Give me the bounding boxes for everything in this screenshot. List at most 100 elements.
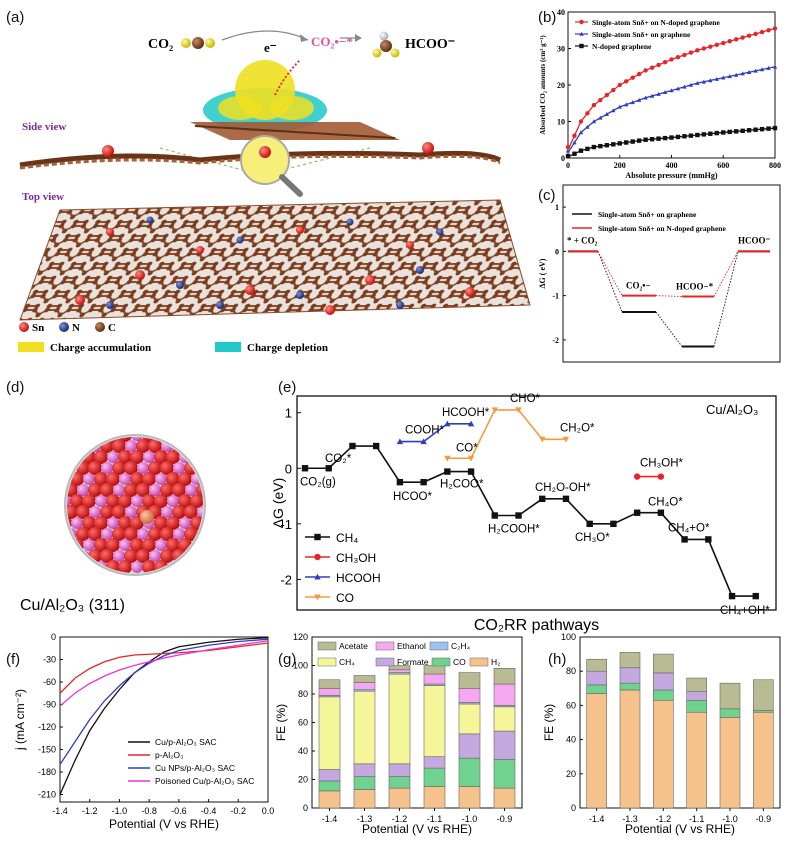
- data-point: [539, 436, 546, 443]
- panel-f-letter: (f): [6, 651, 20, 668]
- al-atom: [149, 550, 161, 562]
- co2-molecule: [181, 37, 215, 49]
- data-point: [420, 438, 427, 445]
- data-point: [688, 50, 694, 55]
- bar-segment: [318, 780, 341, 792]
- x-tick-label: -0.2: [231, 806, 247, 816]
- al-atom: [125, 506, 137, 518]
- o-atom: [184, 505, 198, 519]
- data-point: [643, 95, 648, 100]
- o-atom: [67, 439, 78, 453]
- al-atom: [67, 561, 71, 573]
- o-atom: [208, 439, 222, 453]
- o-atom: [88, 461, 102, 475]
- o-atom: [166, 538, 180, 552]
- connector: [713, 251, 739, 347]
- data-point: [695, 48, 700, 53]
- x-axis-label: Absolute pressure (mmHg): [625, 171, 717, 180]
- state-label: HCOO⁻: [738, 235, 771, 245]
- data-point: [701, 79, 707, 84]
- bar-segment: [353, 776, 376, 790]
- o-atom: [160, 461, 174, 475]
- bar-segment: [493, 683, 516, 706]
- bar-segment: [619, 682, 641, 691]
- al-atom: [71, 517, 83, 529]
- al-atom: [67, 437, 71, 441]
- al-atom: [203, 561, 215, 573]
- al-atom: [131, 561, 143, 573]
- al-atom: [185, 484, 197, 496]
- formate-label: HCOO⁻: [405, 37, 455, 52]
- data-point: [688, 133, 694, 138]
- y-axis-label: ΔG (eV): [270, 478, 286, 529]
- data-point: [572, 140, 577, 145]
- data-point: [604, 143, 610, 148]
- x-tick-label: -1.0: [112, 806, 128, 816]
- o-atom: [70, 494, 84, 508]
- legend-label: Single-atom Snδ+ on graphene: [598, 210, 697, 219]
- bar-segment: [619, 652, 641, 669]
- y-tick-label: 40: [557, 8, 565, 17]
- data-point: [578, 130, 584, 135]
- legend-label: N-doped graphene: [592, 42, 652, 51]
- y-tick-label: 60: [298, 718, 308, 728]
- o-atom: [82, 437, 96, 442]
- bar-segment: [388, 673, 411, 765]
- x-tick-label: 0.0: [262, 806, 275, 816]
- data-point: [721, 40, 726, 46]
- data-point: [636, 71, 642, 77]
- data-point: [656, 91, 661, 96]
- legend-label: H₂: [491, 657, 500, 667]
- bar-segment: [458, 703, 481, 735]
- bar-segment: [388, 763, 411, 777]
- o-atom: [82, 516, 96, 530]
- panel-h-letter: (h): [548, 651, 566, 668]
- bar-segment: [586, 684, 607, 694]
- y-tick-label: -150: [38, 745, 56, 755]
- legend-swatch: [431, 657, 451, 667]
- data-point: [753, 68, 758, 73]
- y-tick-label: 1: [555, 203, 559, 212]
- al-atom: [203, 429, 215, 441]
- data-point: [746, 70, 752, 74]
- plot-frame: [579, 636, 781, 809]
- bar-segment: [653, 653, 674, 674]
- upper-graphene-strip: [190, 122, 400, 140]
- data-point: [491, 512, 498, 519]
- legend-marker: [314, 594, 321, 601]
- al-atom: [167, 495, 179, 507]
- o-atom: [154, 450, 168, 464]
- connector: [597, 251, 623, 296]
- legend-label: Cu/p-Al₂O₃ SAC: [155, 737, 217, 747]
- plot-frame: [296, 395, 777, 611]
- y-tick-label: 80: [566, 666, 576, 676]
- o-atom: [136, 549, 150, 563]
- bar-segment: [318, 790, 341, 809]
- series-1: CH₃OH: [305, 473, 665, 565]
- bar-segment: [719, 682, 741, 710]
- bar-segment: [353, 675, 376, 683]
- data-point: [688, 82, 694, 87]
- o-atom: [112, 461, 126, 475]
- data-point: [733, 37, 739, 42]
- series-3: Poisoned Cu/p-Al₂O₃ SAC: [59, 640, 269, 786]
- data-point: [636, 97, 642, 102]
- legend-marker: [314, 553, 321, 561]
- o-atom: [76, 439, 90, 453]
- data-point: [396, 438, 404, 445]
- bar-segment: [493, 759, 516, 789]
- data-point: [681, 536, 688, 543]
- data-point: [611, 108, 616, 113]
- x-axis-label: Potential (V vs RHE): [109, 817, 219, 831]
- o-atom: [118, 450, 132, 464]
- legend-charge-accumulation: Charge accumulation: [50, 342, 151, 354]
- data-point: [630, 75, 635, 80]
- legend-label: Single-atom Snδ+ on N-doped graphene: [592, 18, 720, 27]
- legend-c: C: [108, 322, 116, 334]
- x-tick-label: -1.2: [656, 814, 672, 824]
- o-atom: [112, 527, 126, 541]
- data-point: [708, 131, 713, 136]
- o-atom: [94, 472, 108, 486]
- bar-segment: [388, 787, 411, 809]
- state-annotation: CH₄O*: [648, 497, 683, 509]
